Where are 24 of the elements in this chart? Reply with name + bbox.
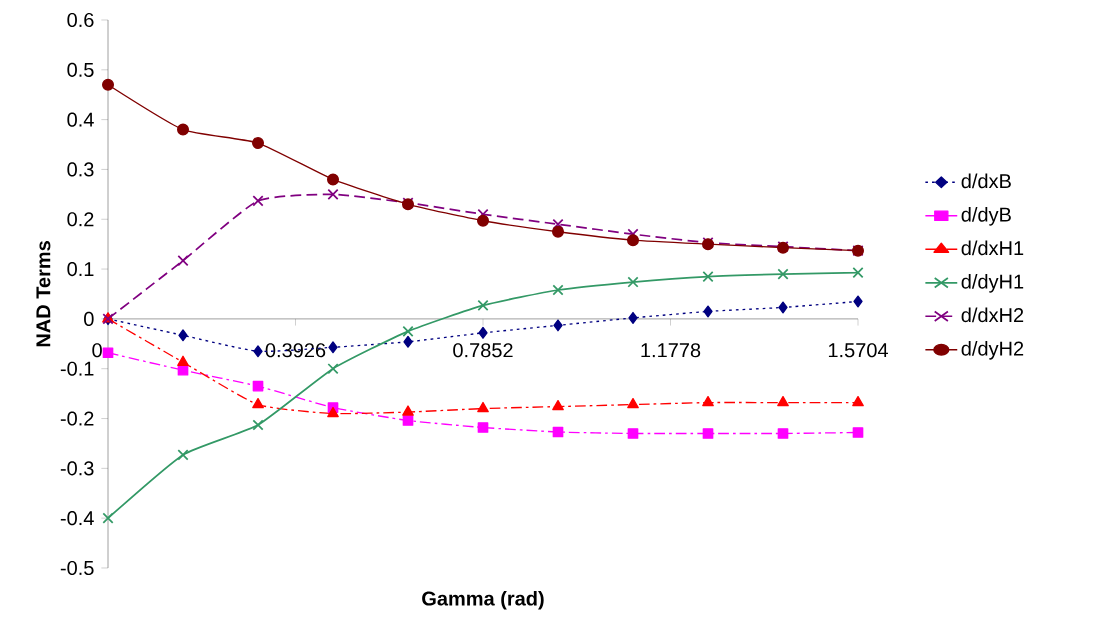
legend-label: d/dyH1 bbox=[961, 274, 1024, 293]
x-tick-label: 1.1778 bbox=[641, 343, 701, 358]
y-tick-label: -0.4 bbox=[60, 511, 94, 526]
y-tick-label: 0.5 bbox=[67, 62, 94, 77]
y-tick-label: 0.6 bbox=[67, 12, 94, 28]
x-tick-label: 1.5704 bbox=[828, 343, 888, 358]
legend-label: d/dyB bbox=[961, 207, 1011, 226]
y-tick-label: 0.2 bbox=[67, 212, 94, 227]
y-axis-title: NAD Terms bbox=[36, 241, 51, 347]
legend-label: d/dxH1 bbox=[961, 240, 1024, 256]
y-tick-label: -0.5 bbox=[60, 560, 94, 576]
legend-label: d/dxH2 bbox=[961, 307, 1024, 323]
legend-label: d/dyH2 bbox=[961, 341, 1024, 360]
x-tick-label: 0.3926 bbox=[265, 343, 326, 358]
x-axis-title: Gamma (rad) bbox=[422, 590, 544, 610]
y-tick-label: 0 bbox=[84, 311, 94, 326]
y-tick-label: 0.1 bbox=[67, 261, 94, 277]
y-tick-label: 0.4 bbox=[67, 112, 94, 127]
y-tick-label: -0.3 bbox=[60, 461, 94, 476]
y-tick-label: -0.2 bbox=[60, 411, 94, 426]
x-tick-label: 0.7852 bbox=[453, 343, 513, 358]
legend-label: d/dxB bbox=[961, 173, 1011, 189]
y-tick-label: 0.3 bbox=[67, 162, 94, 177]
y-tick-label: -0.1 bbox=[60, 361, 94, 376]
